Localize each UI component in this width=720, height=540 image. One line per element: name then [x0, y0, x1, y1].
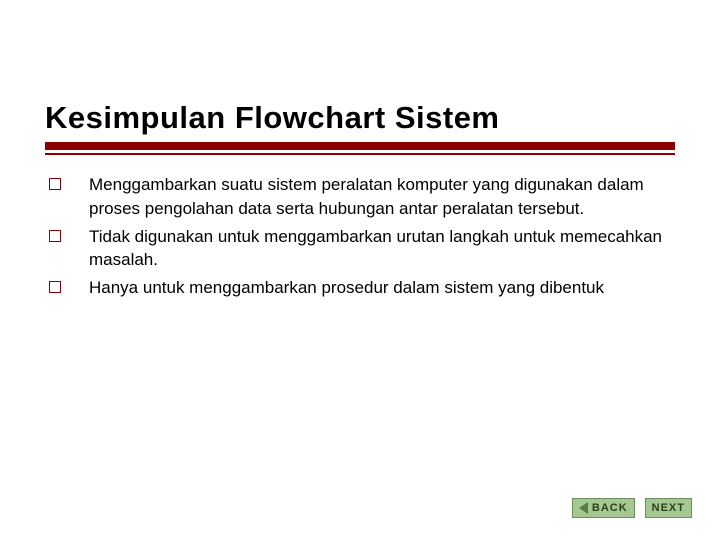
arrow-left-icon	[579, 502, 588, 514]
back-label: BACK	[592, 502, 628, 514]
next-button[interactable]: NEXT	[645, 498, 692, 518]
slide-title: Kesimpulan Flowchart Sistem	[45, 100, 675, 136]
bullet-square-icon	[49, 281, 61, 293]
next-label: NEXT	[652, 502, 685, 514]
content-area: Menggambarkan suatu sistem peralatan kom…	[45, 173, 675, 300]
slide-container: Kesimpulan Flowchart Sistem Menggambarka…	[0, 0, 720, 540]
underline-thin	[45, 153, 675, 155]
title-underline	[45, 142, 675, 155]
underline-thick	[45, 142, 675, 150]
bullet-square-icon	[49, 178, 61, 190]
list-item: Tidak digunakan untuk menggambarkan urut…	[49, 225, 675, 273]
bullet-text: Tidak digunakan untuk menggambarkan urut…	[89, 225, 675, 273]
nav-buttons: BACK NEXT	[572, 498, 692, 518]
bullet-text: Hanya untuk menggambarkan prosedur dalam…	[89, 276, 604, 300]
bullet-text: Menggambarkan suatu sistem peralatan kom…	[89, 173, 675, 221]
list-item: Menggambarkan suatu sistem peralatan kom…	[49, 173, 675, 221]
back-button[interactable]: BACK	[572, 498, 635, 518]
bullet-square-icon	[49, 230, 61, 242]
list-item: Hanya untuk menggambarkan prosedur dalam…	[49, 276, 675, 300]
